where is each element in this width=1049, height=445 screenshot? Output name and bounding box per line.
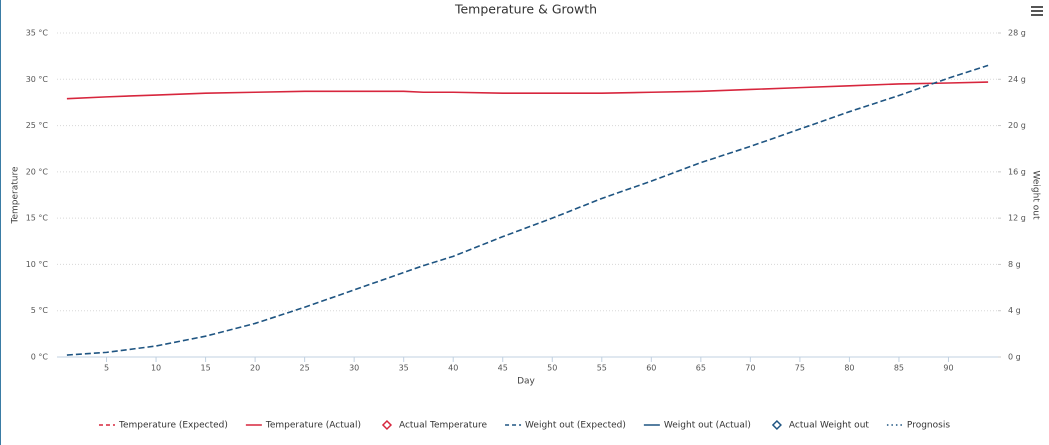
legend-label: Prognosis bbox=[907, 421, 950, 431]
y-tick-label: 35 °C bbox=[26, 29, 49, 38]
x-tick-label: 85 bbox=[894, 364, 904, 373]
x-tick-label: 25 bbox=[300, 364, 310, 373]
x-tick-label: 15 bbox=[200, 364, 210, 373]
series-line bbox=[66, 81, 989, 100]
x-tick-label: 55 bbox=[597, 364, 607, 373]
y-tick-label: 25 °C bbox=[26, 121, 49, 130]
y2-tick-label: 0 g bbox=[1008, 353, 1021, 362]
x-tick-label: 70 bbox=[745, 364, 755, 373]
y-axis-title: Temperature bbox=[11, 166, 21, 224]
y-tick-label: 30 °C bbox=[26, 75, 49, 84]
y2-tick-label: 24 g bbox=[1008, 75, 1026, 84]
legend-item[interactable]: Temperature (Actual) bbox=[245, 421, 361, 431]
x-tick-label: 75 bbox=[795, 364, 805, 373]
x-tick-label: 5 bbox=[104, 364, 109, 373]
x-tick-label: 45 bbox=[498, 364, 508, 373]
legend-item[interactable]: Temperature (Expected) bbox=[98, 421, 228, 431]
series-line bbox=[66, 64, 989, 356]
y2-tick-label: 8 g bbox=[1008, 260, 1021, 269]
x-tick-label: 40 bbox=[448, 364, 458, 373]
y-tick-label: 5 °C bbox=[31, 306, 49, 315]
menu-bar bbox=[1031, 10, 1043, 12]
legend-label: Temperature (Expected) bbox=[118, 421, 228, 431]
y-tick-label: 15 °C bbox=[26, 214, 49, 223]
legend-item[interactable]: Actual Weight out bbox=[771, 419, 869, 431]
y-tick-label: 10 °C bbox=[26, 260, 49, 269]
y-tick-label: 0 °C bbox=[31, 353, 49, 362]
x-tick-label: 50 bbox=[547, 364, 557, 373]
x-tick-label: 30 bbox=[349, 364, 359, 373]
x-tick-label: 10 bbox=[151, 364, 161, 373]
legend-label: Weight out (Actual) bbox=[664, 421, 751, 431]
y2-tick-label: 20 g bbox=[1008, 121, 1026, 130]
legend-item[interactable]: Prognosis bbox=[886, 421, 950, 431]
legend-item[interactable]: Weight out (Actual) bbox=[643, 421, 751, 431]
menu-bar bbox=[1031, 6, 1043, 8]
x-tick-label: 65 bbox=[696, 364, 706, 373]
x-tick-label: 35 bbox=[399, 364, 409, 373]
x-tick-label: 20 bbox=[250, 364, 260, 373]
x-tick-label: 80 bbox=[844, 364, 854, 373]
legend-label: Weight out (Expected) bbox=[525, 421, 626, 431]
x-axis-title: Day bbox=[517, 377, 535, 387]
y2-axis-title: Weight out bbox=[1031, 171, 1041, 220]
x-tick-label: 90 bbox=[943, 364, 953, 373]
y2-tick-label: 28 g bbox=[1008, 29, 1026, 38]
legend-symbol bbox=[381, 419, 393, 431]
legend-item[interactable]: Weight out (Expected) bbox=[505, 421, 626, 431]
y2-tick-label: 4 g bbox=[1008, 306, 1021, 315]
x-tick-label: 60 bbox=[646, 364, 656, 373]
legend-label: Actual Weight out bbox=[789, 421, 869, 431]
legend-label: Temperature (Actual) bbox=[265, 421, 361, 431]
menu-button[interactable] bbox=[1031, 6, 1043, 16]
y2-tick-label: 16 g bbox=[1008, 167, 1026, 176]
legend-label: Actual Temperature bbox=[399, 421, 488, 431]
menu-bar bbox=[1031, 14, 1043, 16]
legend-symbol bbox=[771, 419, 782, 431]
chart-title: Temperature & Growth bbox=[454, 2, 597, 17]
y-tick-label: 20 °C bbox=[26, 167, 49, 176]
legend: Temperature (Expected) Temperature (Actua… bbox=[98, 419, 950, 431]
y2-tick-label: 12 g bbox=[1008, 214, 1026, 223]
legend-item[interactable]: Actual Temperature bbox=[381, 419, 488, 431]
